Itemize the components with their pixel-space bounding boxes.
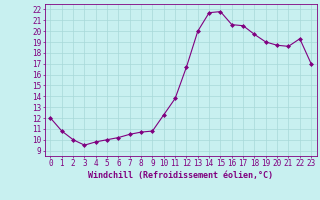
X-axis label: Windchill (Refroidissement éolien,°C): Windchill (Refroidissement éolien,°C) bbox=[88, 171, 273, 180]
